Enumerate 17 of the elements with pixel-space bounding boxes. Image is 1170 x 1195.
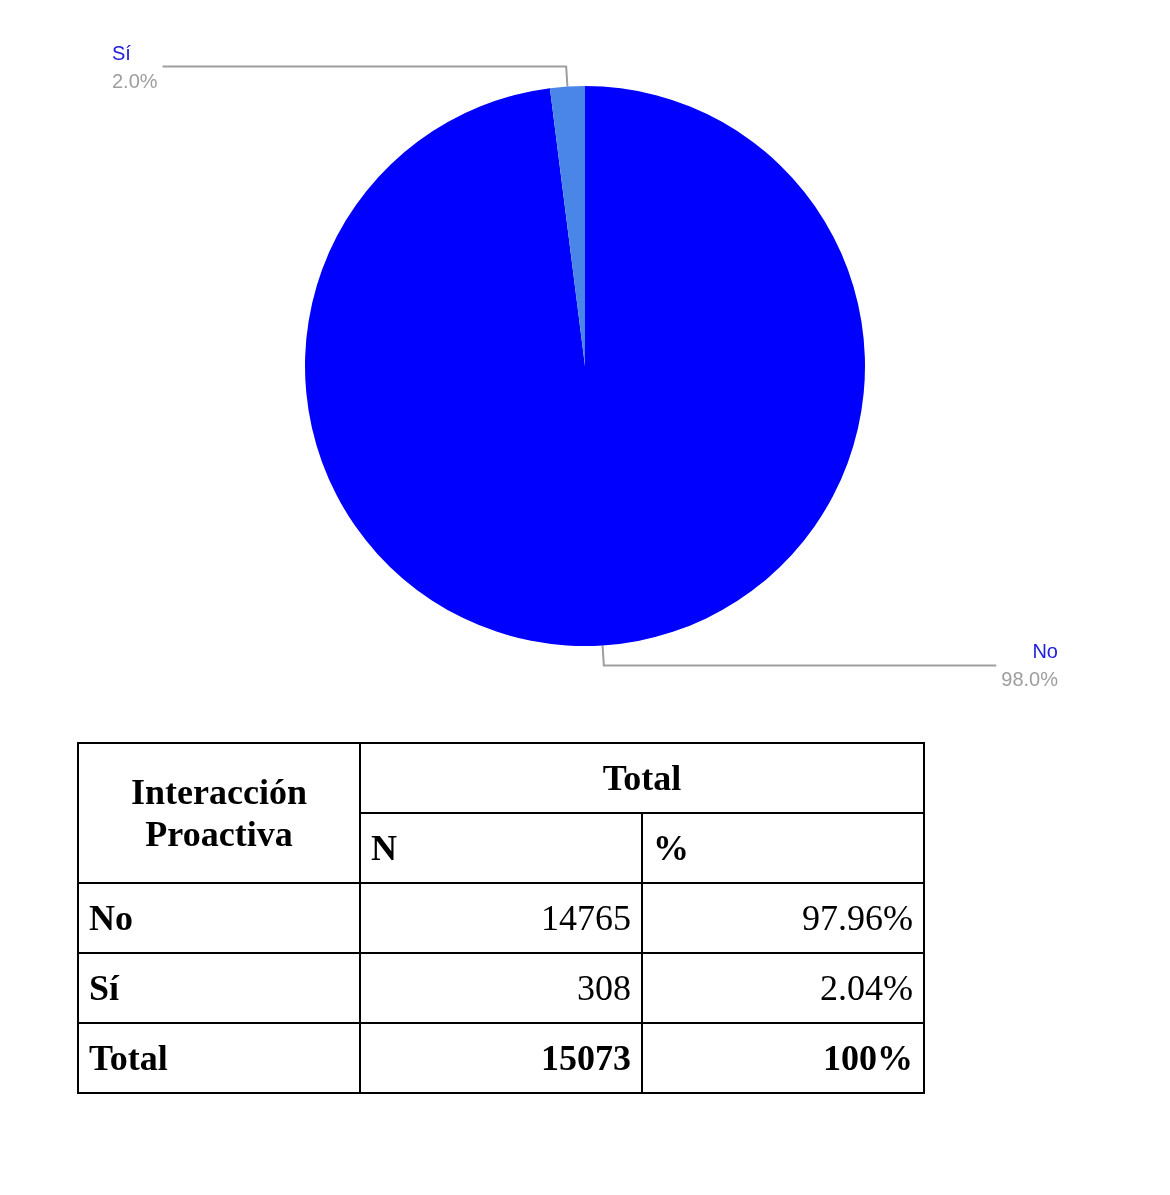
data-label: 2.04% (642, 953, 924, 1023)
data-label: 98.0% (1001, 668, 1059, 691)
category-label: Total (78, 1023, 360, 1093)
text: N (360, 813, 642, 883)
data-label: 100% (642, 1023, 924, 1093)
slice-label: No (1032, 640, 1058, 663)
data-label: 308 (360, 953, 642, 1023)
slice-label: Sí (112, 41, 132, 64)
data-label: 15073 (360, 1023, 642, 1093)
data-label: 2.0% (112, 69, 158, 92)
data-label: 14765 (360, 883, 642, 953)
text: % (642, 813, 924, 883)
legend-title: Interacción Proactiva (78, 743, 360, 883)
category-label: No (78, 883, 360, 953)
category-label: Sí (78, 953, 360, 1023)
text: Total (360, 743, 924, 813)
data-label: 97.96% (642, 883, 924, 953)
